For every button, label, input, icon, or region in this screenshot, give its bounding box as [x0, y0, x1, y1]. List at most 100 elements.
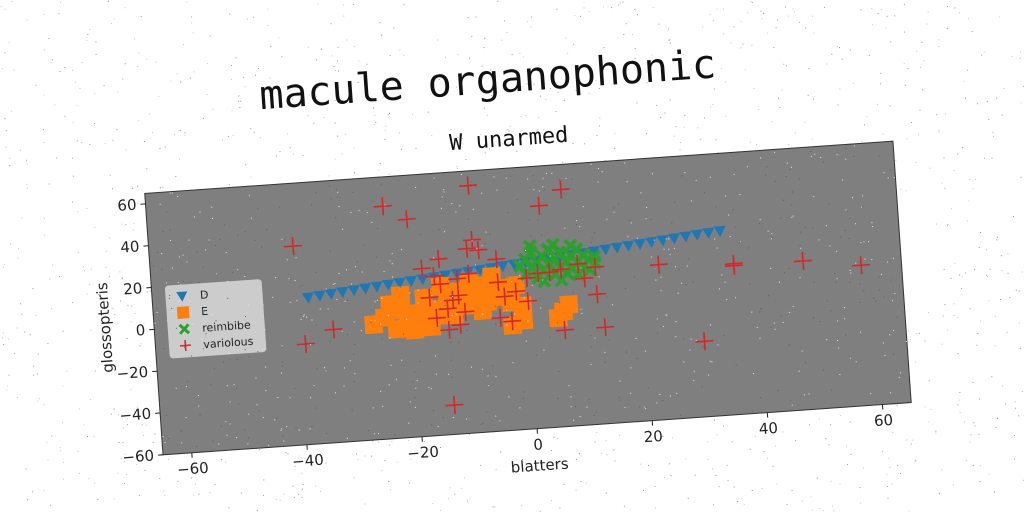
noise-dot: [790, 400, 792, 402]
noise-dot: [883, 172, 885, 174]
noise-dot: [690, 68, 692, 70]
noise-dot: [26, 163, 28, 165]
data-point: [359, 283, 372, 295]
noise-dot: [836, 250, 838, 252]
noise-dot: [190, 477, 192, 479]
noise-dot: [845, 147, 847, 149]
noise-dot: [558, 462, 560, 464]
noise-dot: [772, 465, 774, 467]
noise-dot: [146, 58, 148, 60]
data-point: [459, 264, 478, 283]
data-point: [404, 275, 417, 287]
noise-dot: [236, 437, 238, 439]
noise-dot: [506, 32, 508, 33]
noise-dot: [193, 494, 195, 496]
noise-dot: [227, 135, 229, 137]
noise-dot: [33, 374, 35, 376]
x-tick-label: 60: [873, 411, 893, 430]
noise-dot: [844, 318, 846, 320]
noise-dot: [718, 288, 721, 290]
noise-dot: [893, 353, 895, 356]
noise-dot: [733, 173, 735, 175]
noise-dot: [791, 191, 793, 193]
noise-dot: [780, 217, 782, 219]
x-tick-label: −60: [176, 459, 209, 479]
noise-dot: [125, 224, 127, 226]
noise-dot: [606, 218, 608, 220]
noise-dot: [215, 273, 217, 275]
noise-dot: [878, 289, 880, 291]
figure: macule organophonic W unarmed −60 −40 −20 0…: [93, 41, 912, 479]
noise-dot: [112, 307, 114, 309]
noise-dot: [240, 492, 242, 494]
noise-dot: [997, 417, 998, 419]
noise-dot: [878, 276, 880, 278]
noise-dot: [675, 266, 677, 268]
noise-dot: [526, 21, 528, 23]
noise-dot: [444, 305, 446, 307]
noise-dot: [709, 176, 711, 178]
data-point: [522, 239, 538, 254]
noise-dot: [87, 34, 89, 35]
noise-dot: [668, 39, 670, 41]
noise-dot: [516, 199, 518, 201]
noise-dot: [855, 262, 857, 264]
data-point: [431, 275, 450, 294]
data-point: [438, 299, 457, 318]
noise-dot: [302, 155, 304, 157]
noise-dot: [668, 248, 670, 250]
noise-dot: [27, 188, 28, 189]
data-point: [457, 239, 476, 258]
noise-dot: [481, 245, 483, 247]
noise-dot: [805, 27, 807, 29]
noise-dot: [957, 353, 959, 354]
noise-dot: [406, 318, 408, 320]
noise-dot: [95, 41, 97, 43]
noise-dot: [590, 346, 592, 348]
noise-dot: [751, 490, 753, 491]
noise-dot: [980, 465, 982, 467]
noise-dot: [980, 320, 981, 322]
noise-dot: [580, 15, 582, 17]
noise-dot: [509, 175, 511, 177]
noise-dot: [275, 499, 277, 501]
noise-dot: [203, 323, 205, 325]
noise-dot: [819, 508, 821, 509]
noise-dot: [95, 53, 97, 55]
data-point: [427, 308, 446, 328]
noise-dot: [2, 266, 4, 268]
noise-dot: [786, 65, 787, 67]
noise-dot: [947, 329, 949, 331]
noise-dot: [366, 212, 368, 214]
noise-dot: [158, 95, 160, 97]
noise-dot: [733, 486, 735, 488]
noise-dot: [852, 83, 854, 84]
noise-dot: [472, 208, 474, 210]
noise-dot: [819, 321, 821, 323]
noise-dot: [630, 367, 632, 369]
data-point: [439, 270, 452, 282]
noise-dot: [84, 270, 85, 271]
noise-dot: [680, 414, 682, 416]
noise-dot: [443, 231, 445, 233]
noise-dot: [177, 195, 179, 198]
noise-dot: [21, 217, 23, 219]
noise-dot: [944, 187, 946, 189]
noise-dot: [873, 297, 875, 299]
noise-dot: [839, 483, 841, 485]
noise-dot: [403, 4, 405, 6]
noise-dot: [330, 198, 332, 200]
plot-noise: [153, 145, 907, 448]
noise-dot: [376, 299, 378, 301]
noise-dot: [2, 337, 3, 339]
noise-dot: [317, 3, 319, 5]
noise-dot: [1019, 57, 1021, 59]
noise-dot: [775, 445, 777, 447]
noise-dot: [656, 318, 658, 320]
noise-dot: [521, 504, 523, 506]
noise-dot: [130, 389, 132, 391]
noise-dot: [785, 175, 787, 178]
noise-dot: [49, 278, 51, 280]
noise-dot: [20, 303, 22, 305]
noise-dot: [377, 227, 379, 229]
